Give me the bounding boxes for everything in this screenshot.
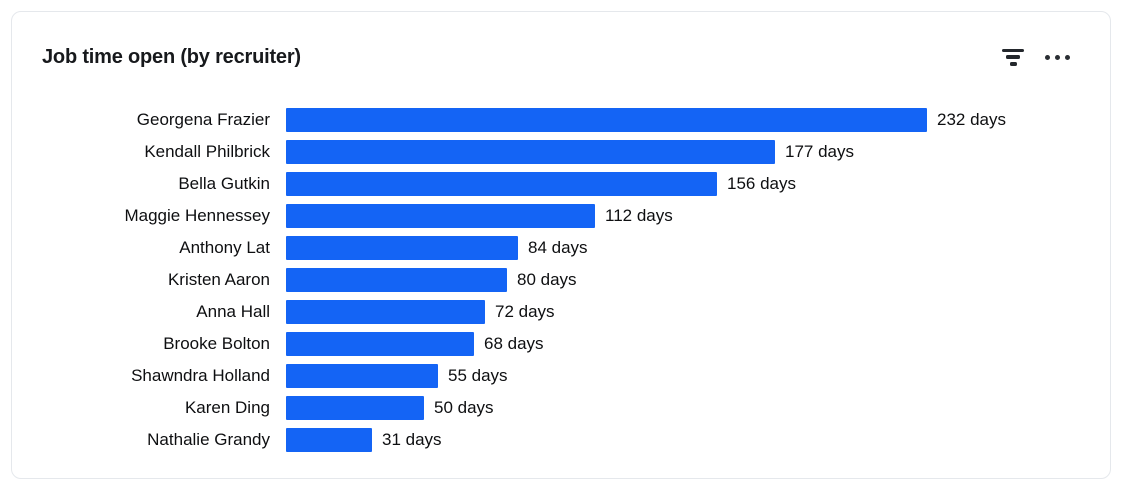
- bar-row: Brooke Bolton 68 days: [42, 328, 1080, 360]
- card-header: Job time open (by recruiter): [12, 12, 1110, 70]
- bar-track: 72 days: [286, 296, 1080, 328]
- bar-row: Anna Hall 72 days: [42, 296, 1080, 328]
- filter-line-middle: [1006, 55, 1020, 59]
- bar[interactable]: [286, 204, 595, 228]
- bar-row: Georgena Frazier 232 days: [42, 104, 1080, 136]
- value-label: 177 days: [785, 142, 854, 161]
- header-actions: [1001, 48, 1070, 66]
- bar[interactable]: [286, 300, 485, 324]
- bar-row: Nathalie Grandy 31 days: [42, 424, 1080, 456]
- value-label: 68 days: [484, 334, 544, 353]
- filter-line-bottom: [1009, 62, 1017, 66]
- ellipsis-dot: [1055, 54, 1060, 60]
- bar-track: 84 days: [286, 232, 1080, 264]
- bar[interactable]: [286, 236, 518, 260]
- bar-row: Karen Ding 50 days: [42, 392, 1080, 424]
- bar[interactable]: [286, 428, 372, 452]
- recruiter-label: Anna Hall: [196, 302, 270, 321]
- value-label: 72 days: [495, 302, 555, 321]
- filter-icon[interactable]: [1001, 48, 1025, 66]
- bar-track: 55 days: [286, 360, 1080, 392]
- value-label: 80 days: [517, 270, 577, 289]
- recruiter-label: Kristen Aaron: [167, 270, 270, 289]
- bar[interactable]: [286, 396, 424, 420]
- bar[interactable]: [286, 332, 474, 356]
- ellipsis-icon[interactable]: [1045, 54, 1070, 60]
- bar-row: Shawndra Holland 55 days: [42, 360, 1080, 392]
- filter-icon-glyph: [1001, 48, 1025, 66]
- value-label: 112 days: [605, 206, 673, 225]
- value-label: 156 days: [727, 174, 796, 193]
- recruiter-label: Karen Ding: [184, 398, 270, 417]
- bar[interactable]: [286, 108, 927, 132]
- value-label: 50 days: [434, 398, 494, 417]
- bar-track: 112 days: [286, 200, 1080, 232]
- value-label: 84 days: [528, 238, 588, 257]
- bar-track: 177 days: [286, 136, 1080, 168]
- bar-row: Bella Gutkin 156 days: [42, 168, 1080, 200]
- recruiter-label: Kendall Philbrick: [144, 142, 270, 161]
- bar-track: 232 days: [286, 104, 1080, 136]
- bar[interactable]: [286, 364, 438, 388]
- bar-track: 156 days: [286, 168, 1080, 200]
- bar-track: 50 days: [286, 392, 1080, 424]
- ellipsis-dot: [1045, 54, 1050, 60]
- bar[interactable]: [286, 172, 717, 196]
- recruiter-label: Anthony Lat: [179, 238, 270, 257]
- bar-track: 68 days: [286, 328, 1080, 360]
- recruiter-label: Nathalie Grandy: [147, 430, 270, 449]
- bar-row: Maggie Hennessey 112 days: [42, 200, 1080, 232]
- card-title: Job time open (by recruiter): [42, 46, 301, 68]
- value-label: 232 days: [937, 110, 1006, 129]
- bar-row: Kristen Aaron 80 days: [42, 264, 1080, 296]
- recruiter-label: Brooke Bolton: [163, 334, 270, 353]
- bar-chart: Georgena Frazier 232 days Kendall Philbric…: [12, 104, 1110, 456]
- bar-row: Kendall Philbrick 177 days: [42, 136, 1080, 168]
- recruiter-label: Georgena Frazier: [136, 110, 270, 129]
- bar[interactable]: [286, 140, 775, 164]
- filter-line-top: [1002, 48, 1024, 52]
- bar-track: 80 days: [286, 264, 1080, 296]
- bar[interactable]: [286, 268, 507, 292]
- ellipsis-dot: [1065, 54, 1070, 60]
- bar-row: Anthony Lat 84 days: [42, 232, 1080, 264]
- recruiter-label: Maggie Hennessey: [124, 206, 270, 225]
- recruiter-label: Bella Gutkin: [178, 174, 270, 193]
- value-label: 31 days: [382, 430, 442, 449]
- recruiter-label: Shawndra Holland: [131, 366, 270, 385]
- bar-track: 31 days: [286, 424, 1080, 456]
- job-time-open-card: Job time open (by recruiter) Georgena Fr…: [11, 11, 1111, 479]
- value-label: 55 days: [448, 366, 508, 385]
